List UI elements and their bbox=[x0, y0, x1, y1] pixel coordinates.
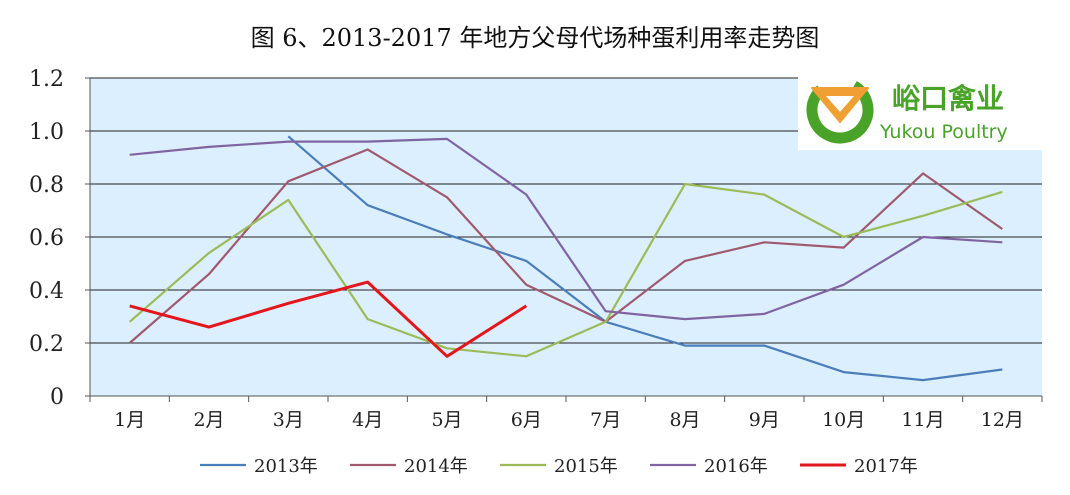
logo-chinese-name: 峪口禽业 bbox=[892, 82, 1004, 115]
series-line bbox=[129, 280, 528, 358]
x-tick-label: 1月 bbox=[114, 409, 145, 431]
series-lines bbox=[128, 135, 1003, 382]
series-line bbox=[129, 137, 1003, 321]
x-tick-label: 11月 bbox=[901, 409, 944, 431]
logo-mark-icon bbox=[806, 76, 874, 144]
y-tick-label: 0.6 bbox=[29, 226, 64, 251]
legend-label: 2016年 bbox=[704, 456, 768, 477]
x-tick-label: 10月 bbox=[822, 409, 865, 431]
legend-label: 2013年 bbox=[254, 456, 318, 477]
series-line bbox=[128, 182, 1003, 358]
legend-label: 2014年 bbox=[404, 456, 468, 477]
y-axis-ticks: 0 0.2 0.4 0.6 0.8 1.0 1.2 bbox=[29, 67, 64, 410]
x-tick-label: 7月 bbox=[590, 409, 621, 431]
y-tick-label: 1.0 bbox=[29, 120, 64, 145]
yukou-logo: 峪口禽业 Yukou Poultry bbox=[798, 70, 1042, 150]
y-tick-label: 0 bbox=[50, 385, 64, 410]
x-axis-ticks: 1月 2月 3月 4月 5月 6月 7月 8月 9月 10月 11月 12月 bbox=[114, 409, 1024, 431]
axes bbox=[85, 77, 1043, 402]
series-line bbox=[128, 148, 1003, 344]
y-tick-label: 0.4 bbox=[29, 279, 64, 304]
logo-english-name: Yukou Poultry bbox=[879, 121, 1008, 143]
legend-label: 2017年 bbox=[854, 456, 918, 477]
x-tick-label: 9月 bbox=[749, 409, 780, 431]
legend: 2013年 2014年 2015年 2016年 2017年 bbox=[200, 456, 918, 477]
chart-title: 图 6、2013-2017 年地方父母代场种蛋利用率走势图 bbox=[250, 24, 820, 52]
x-tick-label: 4月 bbox=[352, 409, 383, 431]
x-tick-label: 12月 bbox=[981, 409, 1024, 431]
x-tick-label: 6月 bbox=[511, 409, 542, 431]
x-tick-label: 2月 bbox=[193, 409, 224, 431]
x-tick-label: 8月 bbox=[669, 409, 700, 431]
x-tick-label: 3月 bbox=[273, 409, 304, 431]
series-line bbox=[287, 135, 1003, 382]
y-tick-label: 0.8 bbox=[29, 173, 64, 198]
y-tick-label: 1.2 bbox=[29, 67, 64, 92]
x-tick-label: 5月 bbox=[431, 409, 462, 431]
y-tick-label: 0.2 bbox=[29, 332, 64, 357]
legend-label: 2015年 bbox=[554, 456, 618, 477]
